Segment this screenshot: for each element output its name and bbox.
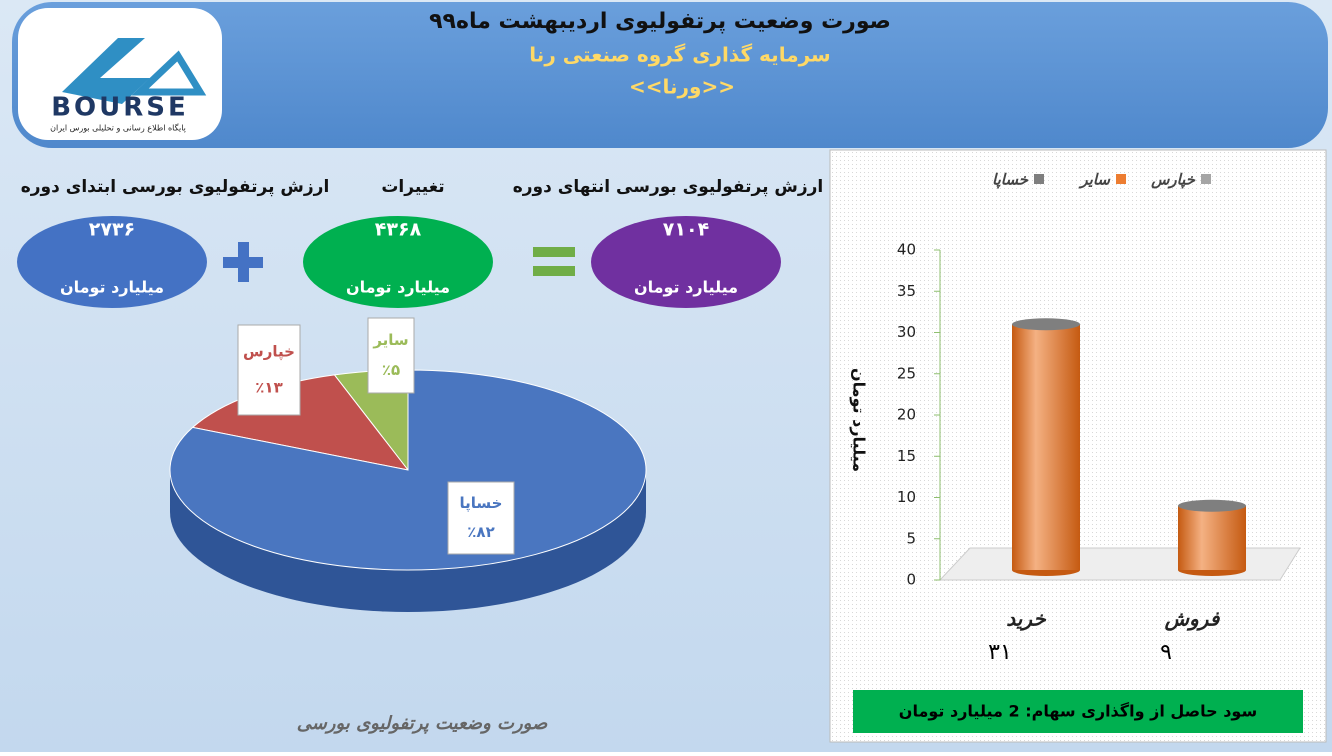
summary-value: ۲۷۳۶ [89, 219, 135, 241]
y-tick-label: 25 [897, 364, 916, 382]
pie-slice [169, 369, 647, 571]
bar-value-label: ۹ [1160, 640, 1172, 665]
pie-value-label: ٪۸۲ [467, 523, 494, 541]
y-tick-label: 40 [897, 241, 916, 259]
label-box [447, 481, 515, 555]
legend-swatch [1116, 174, 1126, 184]
bar [1178, 505, 1246, 570]
label-box [237, 324, 301, 416]
summary-unit: میلیارد تومان [60, 278, 164, 297]
bar-top [1012, 318, 1080, 331]
summary-value: ۴۳۶۸ [375, 219, 422, 241]
legend-label: خپارس [1150, 171, 1196, 189]
y-tick-label: 5 [906, 529, 916, 547]
y-tick-label: 15 [897, 447, 916, 465]
y-tick-label: 20 [897, 406, 916, 424]
logo-text: BOURSE [51, 93, 189, 123]
summary-unit: میلیارد تومان [634, 278, 738, 297]
pie-category: سایر [372, 331, 408, 349]
note: سود حاصل از واگذاری سهام: 2 میلیارد توما… [899, 702, 1257, 721]
header-title: صورت وضعیت پرتفولیوی اردیبهشت ماه۹۹ [429, 9, 891, 34]
pie-value-label: ٪۱۳ [255, 379, 282, 397]
y-tick-label: 0 [906, 571, 916, 589]
summary-ellipse [591, 216, 781, 308]
pie-title: صورت وضعیت پرتفولیوی بورسی [297, 713, 548, 734]
legend-label: سایر [1078, 171, 1111, 189]
equals-sign [533, 266, 575, 276]
pie-category: خپارس [243, 343, 295, 362]
summary-label: ارزش پرتفولیوی بورسی انتهای دوره [513, 177, 824, 197]
x-tick-label: خرید [1006, 607, 1046, 632]
logo-mark [62, 38, 150, 104]
note-box [853, 690, 1303, 733]
logo-caption: پایگاه اطلاع رسانی و تحلیلی بورس ایران [50, 123, 186, 133]
pie-category: خساپا [460, 494, 503, 513]
plus-sign [238, 242, 249, 282]
header-subtitle: سرمایه گذاری گروه صنعتی رنا [529, 43, 830, 67]
summary-unit: میلیارد تومان [346, 278, 450, 297]
summary-label: ارزش پرتفولیوی بورسی ابتدای دوره [21, 177, 330, 197]
bar [1012, 324, 1080, 570]
legend-swatch [1201, 174, 1211, 184]
logo-mark [131, 50, 207, 96]
summary-ellipse [303, 216, 493, 308]
equals-sign [533, 247, 575, 257]
y-tick-label: 35 [897, 282, 916, 300]
label-box [367, 317, 415, 394]
summary-value: ۷۱۰۴ [663, 219, 709, 241]
header-banner [12, 2, 1328, 148]
bar-value-label: ۳۱ [988, 640, 1012, 665]
y-tick-label: 30 [897, 323, 916, 341]
logo-box [18, 8, 222, 140]
legend-swatch [1034, 174, 1044, 184]
pie-value-label: ٪۵ [382, 361, 400, 379]
header-code: <<ورنا>> [629, 75, 735, 99]
x-tick-label: فروش [1164, 607, 1221, 632]
bar-top [1178, 499, 1246, 512]
y-axis-label: میلیارد تومان [850, 368, 869, 472]
legend-label: خساپا [992, 171, 1029, 189]
summary-ellipse [17, 216, 207, 308]
y-tick-label: 10 [897, 488, 916, 506]
summary-label: تغییرات [381, 177, 444, 197]
